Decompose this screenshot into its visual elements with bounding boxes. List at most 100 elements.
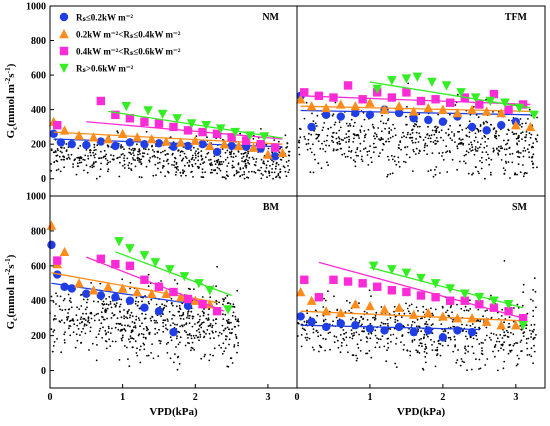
scatter-point <box>223 298 226 301</box>
scatter-point <box>439 343 442 345</box>
scatter-point <box>339 351 342 354</box>
data-marker-blue <box>351 320 360 330</box>
scatter-point <box>151 155 154 158</box>
scatter-point <box>127 358 129 360</box>
data-marker-blue <box>49 129 58 139</box>
scatter-point <box>445 151 447 154</box>
data-marker-green <box>139 251 150 261</box>
data-marker-magenta <box>431 293 440 302</box>
scatter-point <box>360 315 363 318</box>
scatter-point <box>65 143 68 145</box>
scatter-point <box>447 344 449 347</box>
scatter-point <box>354 319 357 321</box>
scatter-point <box>426 144 429 147</box>
scatter-point <box>497 145 500 148</box>
scatter-point <box>515 137 518 140</box>
scatter-point <box>406 133 409 136</box>
scatter-point <box>116 130 119 133</box>
scatter-point <box>352 354 355 357</box>
scatter-point <box>336 141 339 144</box>
scatter-point <box>133 322 136 325</box>
scatter-point <box>177 169 180 171</box>
data-marker-blue <box>497 120 506 130</box>
scatter-point <box>430 307 432 310</box>
scatter-point <box>52 301 55 303</box>
scatter-point <box>123 315 125 317</box>
scatter-point <box>433 341 436 343</box>
scatter-point <box>388 159 390 161</box>
scatter-point <box>237 344 240 347</box>
scatter-point <box>67 154 70 156</box>
scatter-point <box>518 136 520 139</box>
scatter-point <box>128 162 131 164</box>
scatter-point <box>287 159 290 162</box>
scatter-point <box>384 322 387 325</box>
scatter-point <box>213 337 215 339</box>
scatter-point <box>475 166 477 169</box>
scatter-point <box>202 321 205 324</box>
scatter-point <box>203 308 205 310</box>
scatter-point <box>374 329 377 332</box>
scatter-point <box>245 158 248 161</box>
scatter-point <box>187 337 189 339</box>
data-marker-green <box>485 96 496 106</box>
scatter-point <box>316 114 319 117</box>
scatter-point <box>450 305 453 307</box>
scatter-point <box>521 304 524 307</box>
scatter-point <box>173 361 175 364</box>
scatter-point <box>62 299 65 302</box>
scatter-point <box>472 172 474 175</box>
scatter-point <box>456 359 459 361</box>
scatter-point <box>474 132 477 135</box>
scatter-point <box>217 334 220 337</box>
scatter-point <box>213 160 216 163</box>
scatter-point <box>200 323 203 326</box>
data-marker-blue <box>424 115 433 125</box>
scatter-point <box>512 133 515 136</box>
scatter-point <box>253 171 256 173</box>
scatter-point <box>95 313 98 316</box>
scatter-point <box>485 151 488 154</box>
scatter-point <box>354 134 356 137</box>
scatter-point <box>465 349 467 351</box>
scatter-point <box>123 328 126 330</box>
data-marker-magenta <box>504 105 513 114</box>
scatter-point <box>305 333 308 335</box>
scatter-point <box>383 345 386 348</box>
scatter-point <box>447 336 450 339</box>
scatter-point <box>102 300 105 303</box>
scatter-point <box>323 140 326 143</box>
scatter-point <box>481 349 483 352</box>
data-marker-green <box>427 77 437 87</box>
scatter-point <box>415 306 418 309</box>
data-marker-magenta <box>125 261 135 271</box>
scatter-point <box>483 122 485 125</box>
scatter-point <box>153 319 156 322</box>
scatter-point <box>86 298 89 301</box>
data-marker-blue <box>140 303 149 312</box>
scatter-point <box>422 311 425 314</box>
scatter-point <box>494 132 497 135</box>
scatter-point <box>532 338 535 341</box>
scatter-point <box>84 319 87 321</box>
scatter-point <box>70 153 73 156</box>
scatter-point <box>248 156 251 159</box>
scatter-point <box>516 342 519 344</box>
scatter-point <box>206 153 209 155</box>
scatter-point <box>432 141 435 144</box>
scatter-point <box>92 300 95 303</box>
scatter-point <box>247 161 250 164</box>
scatter-point <box>166 318 169 321</box>
scatter-point <box>98 157 101 160</box>
data-marker-orange <box>423 307 434 318</box>
scatter-point <box>87 319 90 321</box>
scatter-point <box>271 171 273 174</box>
scatter-point <box>317 135 320 138</box>
scatter-point <box>118 359 121 361</box>
scatter-point <box>221 324 224 327</box>
scatter-point <box>402 348 405 351</box>
scatter-point <box>119 156 121 159</box>
scatter-point <box>496 337 499 340</box>
scatter-point <box>326 134 329 137</box>
scatter-point <box>339 334 342 336</box>
